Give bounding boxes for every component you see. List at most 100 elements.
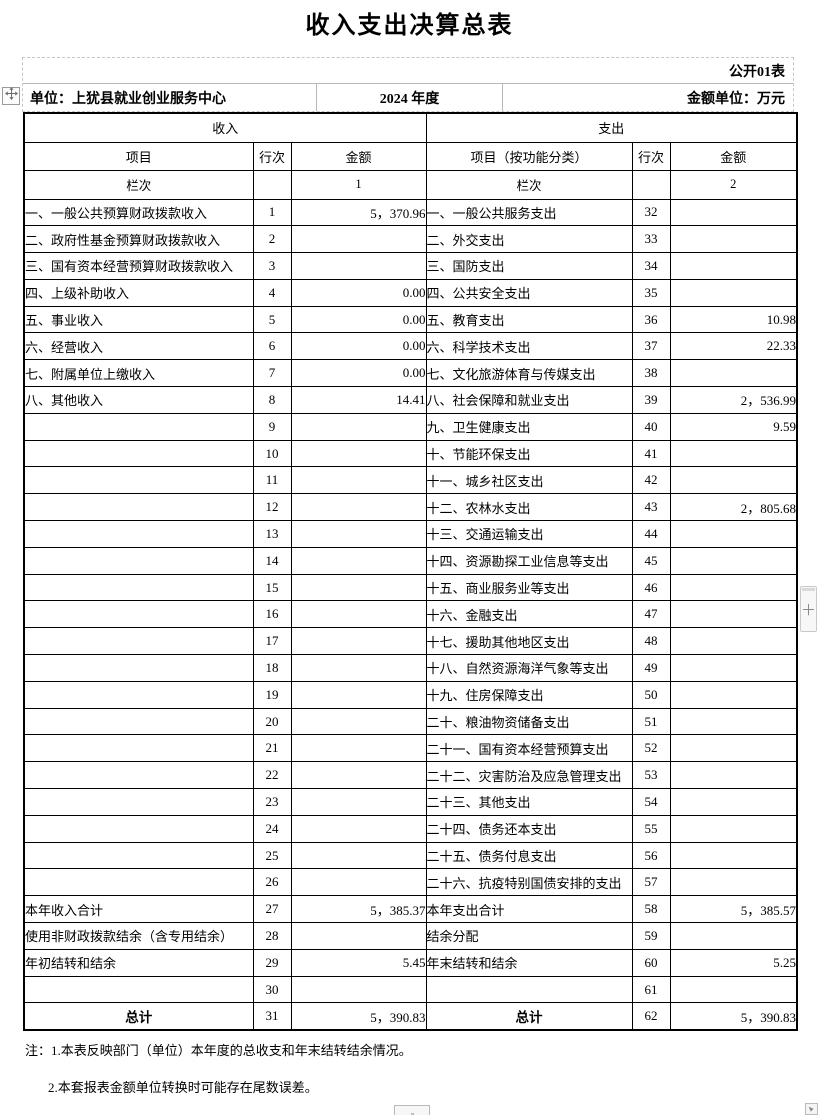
income-amount-cell: 5，385.37 [290,895,427,924]
expense-item-cell: 总计 [425,1002,633,1031]
table-row: 三、国有资本经营预算财政拨款收入 3 三、国防支出 34 [23,252,798,280]
expense-amount-cell [669,627,798,656]
income-amount-cell: 5，370.96 [290,198,427,227]
table-row: 总计 31 5，390.83 总计 62 5，390.83 [23,1002,798,1031]
table-row: 七、附属单位上缴收入 7 0.00 七、文化旅游体育与传媒支出 38 [23,359,798,388]
footnote-1: 注：1.本表反映部门（单位）本年度的总收支和年末结转结余情况。 [25,1043,412,1058]
index-expense-blank [631,169,671,200]
bottom-scrollbar-fragment[interactable] [394,1105,430,1115]
income-amount-cell [290,814,427,843]
table-row: 八、其他收入 8 14.41 八、社会保障和就业支出 39 2，536.99 [23,386,798,414]
unit-label: 单位：上犹县就业创业服务中心 [23,84,317,111]
expense-row-no-cell: 49 [631,654,671,682]
plus-icon: ＋ [801,601,817,619]
income-row-no-cell: 28 [252,922,292,950]
income-item-cell [23,814,254,843]
table-row: 使用非财政拨款结余（含专用结余） 28 结余分配 59 [23,922,798,950]
expense-row-no-cell: 34 [631,252,671,280]
table-row: 26 二十六、抗疫特别国债安排的支出 57 [23,868,798,897]
expense-row-no-cell: 37 [631,332,671,361]
year-label: 2024 年度 [317,84,503,111]
col-header-income-amount: 金额 [290,141,427,171]
income-row-no-cell: 17 [252,627,292,656]
income-row-no-cell: 19 [252,680,292,709]
accounts-table: 收入 支出 项目 行次 金额 项目（按功能分类） 行次 金额 栏次 1 栏次 2… [23,112,798,1031]
income-row-no-cell: 25 [252,841,292,870]
expense-amount-cell [669,975,798,1004]
expense-item-cell: 结余分配 [425,922,633,950]
expense-item-cell: 十五、商业服务业等支出 [425,573,633,602]
table-row: 四、上级补助收入 4 0.00 四、公共安全支出 35 [23,278,798,307]
expense-row-no-cell: 32 [631,198,671,227]
footnote-2: 2.本套报表金额单位转换时可能存在尾数误差。 [48,1080,318,1095]
income-item-cell: 二、政府性基金预算财政拨款收入 [23,225,254,254]
expense-amount-cell: 9.59 [669,412,798,441]
income-row-no-cell: 9 [252,412,292,441]
index-expense-label: 栏次 [425,169,633,200]
expense-row-no-cell: 50 [631,680,671,709]
income-row-no-cell: 11 [252,466,292,495]
income-row-no-cell: 4 [252,278,292,307]
expense-item-cell: 六、科学技术支出 [425,332,633,361]
income-amount-cell [290,573,427,602]
income-amount-cell: 5.45 [290,948,427,977]
income-amount-cell [290,252,427,280]
income-item-cell: 本年收入合计 [23,895,254,924]
income-item-cell [23,868,254,897]
expense-item-cell: 十二、农林水支出 [425,493,633,522]
expense-row-no-cell: 59 [631,922,671,950]
expense-amount-cell: 22.33 [669,332,798,361]
expense-item-cell: 二十六、抗疫特别国债安排的支出 [425,868,633,897]
expense-amount-cell [669,573,798,602]
income-row-no-cell: 20 [252,707,292,736]
index-expense-col: 2 [669,169,798,200]
income-amount-cell [290,761,427,790]
income-amount-cell [290,868,427,897]
corner-resize-fragment[interactable] [805,1103,818,1115]
income-item-cell: 七、附属单位上缴收入 [23,359,254,388]
table-row: 21 二十一、国有资本经营预算支出 52 [23,734,798,763]
expense-item-cell: 十四、资源勘探工业信息等支出 [425,546,633,575]
expense-item-cell: 二十二、灾害防治及应急管理支出 [425,761,633,790]
expense-row-no-cell: 36 [631,305,671,334]
income-item-cell [23,546,254,575]
expense-row-no-cell: 53 [631,761,671,790]
expense-amount-cell [669,680,798,709]
expense-amount-cell [669,707,798,736]
expense-row-no-cell: 55 [631,814,671,843]
income-amount-cell [290,412,427,441]
expense-amount-cell [669,225,798,254]
income-item-cell [23,975,254,1004]
income-amount-cell [290,975,427,1004]
expense-amount-cell: 2，536.99 [669,386,798,414]
income-item-cell: 三、国有资本经营预算财政拨款收入 [23,252,254,280]
expense-item-cell: 二十五、债务付息支出 [425,841,633,870]
income-item-cell [23,493,254,522]
expense-amount-cell [669,520,798,548]
expense-amount-cell [669,546,798,575]
income-amount-cell [290,922,427,950]
income-amount-cell [290,439,427,468]
expense-row-no-cell: 56 [631,841,671,870]
table-row: 10 十、节能环保支出 41 [23,439,798,468]
table-row: 22 二十二、灾害防治及应急管理支出 53 [23,761,798,790]
expense-amount-cell: 5，385.57 [669,895,798,924]
table-row: 24 二十四、债务还本支出 55 [23,814,798,843]
income-row-no-cell: 13 [252,520,292,548]
table-row: 20 二十、粮油物资储备支出 51 [23,707,798,736]
income-item-cell [23,439,254,468]
expense-item-cell: 二、外交支出 [425,225,633,254]
expense-row-no-cell: 57 [631,868,671,897]
income-item-cell: 六、经营收入 [23,332,254,361]
income-row-no-cell: 18 [252,654,292,682]
expense-item-cell: 二十一、国有资本经营预算支出 [425,734,633,763]
expense-row-no-cell: 38 [631,359,671,388]
side-scrollbar-plus-button[interactable]: ＋ [800,586,817,632]
table-move-handle[interactable] [2,87,20,105]
expense-row-no-cell: 35 [631,278,671,307]
amount-unit-label: 金额单位：万元 [687,91,785,107]
income-amount-cell [290,734,427,763]
col-header-expense-row-no: 行次 [631,141,671,171]
income-item-cell [23,734,254,763]
income-item-cell: 使用非财政拨款结余（含专用结余） [23,922,254,950]
